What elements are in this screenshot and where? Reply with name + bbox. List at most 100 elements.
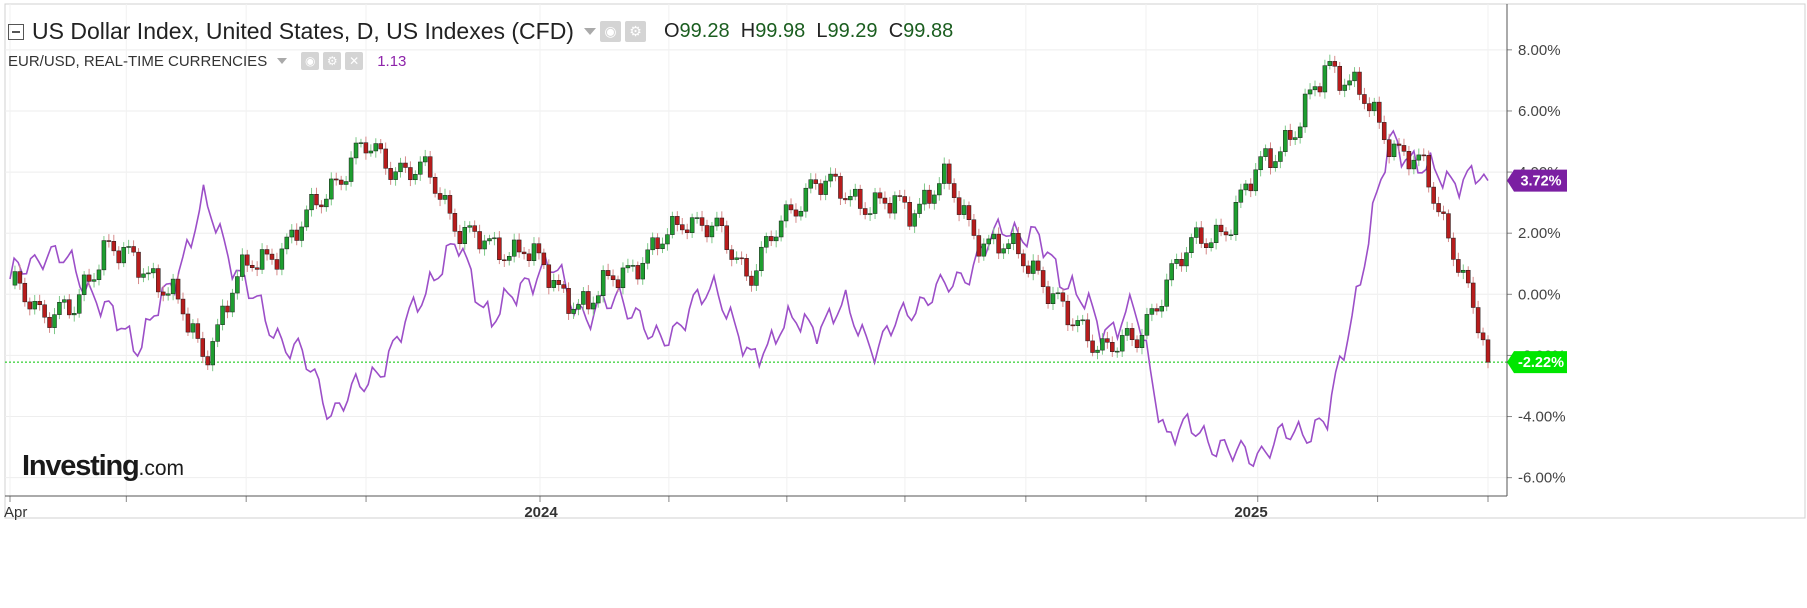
candle-down bbox=[1070, 324, 1076, 327]
candle-down bbox=[1431, 186, 1436, 204]
candle-up bbox=[1327, 61, 1333, 66]
candle-down bbox=[388, 168, 393, 180]
candle-down bbox=[1332, 61, 1338, 67]
candle-down bbox=[749, 275, 754, 286]
candle-up bbox=[1149, 308, 1155, 315]
candle-up bbox=[1164, 279, 1169, 307]
candle-up bbox=[1055, 292, 1061, 295]
candle-up bbox=[353, 142, 359, 159]
candle-down bbox=[541, 252, 547, 266]
candle-up bbox=[1174, 259, 1179, 264]
candle-down bbox=[27, 301, 33, 310]
ohlc-readout: O99.28 H99.98 L99.29 C99.88 bbox=[664, 20, 953, 43]
chart-legend: US Dollar Index, United States, D, US In… bbox=[8, 14, 953, 74]
candle-up bbox=[304, 209, 309, 228]
candle-down bbox=[205, 356, 210, 366]
candle-down bbox=[269, 253, 275, 260]
candle-up bbox=[1124, 328, 1130, 336]
candle-down bbox=[680, 224, 685, 231]
candle-down bbox=[37, 301, 42, 306]
candle-down bbox=[526, 253, 532, 261]
candle-up bbox=[358, 142, 364, 144]
candle-up bbox=[660, 243, 665, 249]
candle-down bbox=[877, 192, 883, 199]
candle-down bbox=[793, 209, 799, 217]
secondary-series-remove-close-icon[interactable]: ✕ bbox=[345, 52, 364, 70]
secondary-series-settings-gear-icon[interactable]: ⚙ bbox=[323, 52, 342, 70]
candle-down bbox=[956, 197, 962, 215]
candle-up bbox=[482, 240, 487, 250]
candle-up bbox=[1292, 137, 1298, 140]
collapse-legend-icon[interactable] bbox=[8, 24, 24, 40]
high-value: 99.98 bbox=[755, 19, 806, 42]
secondary-series-legend: EUR/USD, REAL-TIME CURRENCIES ◉ ⚙ ✕ 1.13 bbox=[8, 48, 953, 74]
candle-up bbox=[398, 162, 403, 173]
candle-down bbox=[47, 316, 52, 328]
candle-down bbox=[67, 299, 72, 316]
logo-brand-text: Investing bbox=[22, 450, 140, 482]
candle-up bbox=[853, 188, 858, 197]
series-layer bbox=[9, 54, 1491, 468]
low-label: L bbox=[816, 19, 828, 42]
candle-down bbox=[566, 288, 571, 314]
candle-down bbox=[136, 251, 141, 278]
candle-up bbox=[1233, 202, 1239, 236]
candle-down bbox=[704, 225, 710, 238]
secondary-series-menu-chevron-down-icon[interactable] bbox=[277, 58, 288, 64]
candle-down bbox=[1154, 308, 1160, 312]
candle-up bbox=[1273, 161, 1278, 168]
candle-up bbox=[1302, 93, 1308, 128]
candle-up bbox=[1139, 335, 1145, 348]
candle-down bbox=[314, 194, 319, 206]
candle-up bbox=[57, 301, 62, 315]
candle-down bbox=[902, 196, 907, 203]
candle-up bbox=[284, 236, 290, 250]
candle-up bbox=[581, 291, 586, 305]
candle-up bbox=[1011, 233, 1016, 244]
main-series-visibility-eye-icon[interactable]: ◉ bbox=[599, 20, 621, 42]
candle-down bbox=[744, 258, 749, 277]
candle-up bbox=[235, 276, 240, 294]
candle-up bbox=[714, 217, 720, 227]
y-tick-label: -4.00% bbox=[1518, 409, 1566, 426]
candle-down bbox=[615, 279, 621, 289]
candle-up bbox=[1391, 143, 1397, 157]
y-tick-label: 6.00% bbox=[1518, 103, 1561, 120]
candle-down bbox=[1045, 286, 1051, 304]
candle-up bbox=[368, 150, 374, 154]
candle-up bbox=[591, 302, 596, 310]
candle-up bbox=[917, 203, 922, 214]
candle-up bbox=[709, 225, 715, 238]
candle-up bbox=[1208, 242, 1214, 248]
eurusd-last-value-badge: 3.72% bbox=[1507, 169, 1567, 192]
dxy-last-value-badge-text: -2.22% bbox=[1518, 355, 1564, 371]
dxy-last-value-badge: -2.22% bbox=[1507, 351, 1567, 374]
candle-up bbox=[1075, 320, 1080, 326]
candle-up bbox=[689, 217, 695, 233]
main-series-settings-gear-icon[interactable]: ⚙ bbox=[624, 20, 646, 42]
candle-up bbox=[91, 279, 97, 282]
candle-up bbox=[848, 196, 853, 201]
candle-up bbox=[52, 314, 57, 328]
candle-up bbox=[12, 271, 18, 286]
candle-up bbox=[798, 210, 804, 217]
candle-down bbox=[719, 217, 725, 226]
candle-down bbox=[106, 240, 112, 242]
candle-up bbox=[764, 236, 769, 248]
candle-down bbox=[971, 219, 977, 236]
candle-up bbox=[413, 174, 418, 181]
investing-logo: Investing.com bbox=[22, 450, 184, 483]
candle-down bbox=[42, 304, 47, 318]
candle-up bbox=[783, 204, 789, 222]
candle-down bbox=[1470, 282, 1476, 308]
secondary-series-visibility-eye-icon[interactable]: ◉ bbox=[301, 52, 320, 70]
candle-up bbox=[422, 156, 428, 163]
candle-up bbox=[1228, 234, 1234, 237]
candle-down bbox=[635, 265, 641, 280]
candle-down bbox=[1268, 148, 1273, 168]
candle-down bbox=[477, 231, 482, 250]
candle-down bbox=[497, 237, 502, 261]
main-series-menu-chevron-down-icon[interactable] bbox=[583, 27, 596, 35]
